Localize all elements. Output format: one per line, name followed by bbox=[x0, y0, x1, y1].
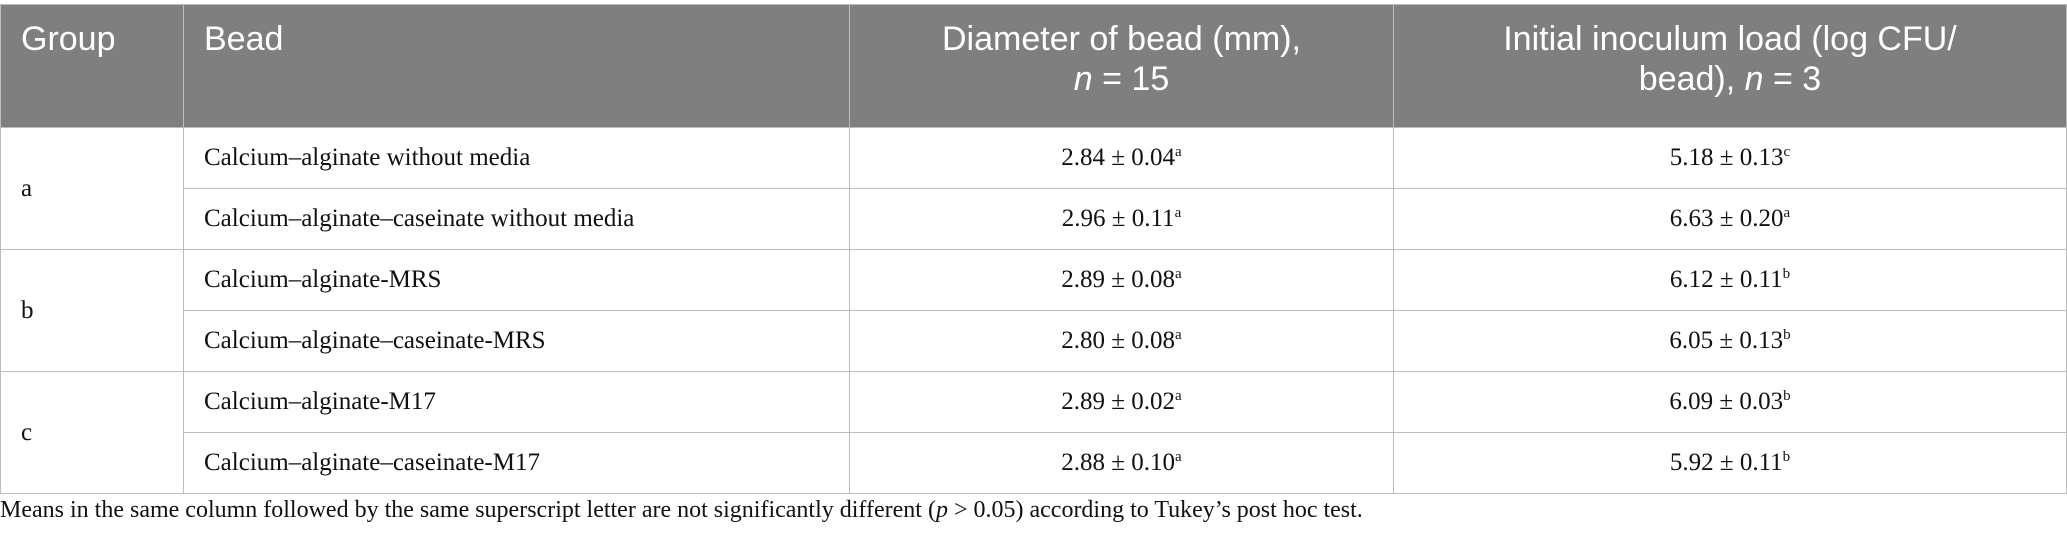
diameter-value: 2.96 ± 0.11 bbox=[1061, 205, 1175, 232]
header-text: Diameter of bead (mm), bbox=[942, 20, 1301, 58]
header-text: = 15 bbox=[1102, 60, 1170, 98]
inoculum-value: 6.12 ± 0.11 bbox=[1669, 266, 1783, 293]
bead-cell: Calcium–alginate–caseinate without media bbox=[183, 188, 850, 250]
table-row: c Calcium–alginate-M17 2.89 ± 0.02a 6.09 ± … bbox=[0, 371, 2067, 494]
table-body: a Calcium–alginate without media 2.84 ± 0.… bbox=[0, 127, 2067, 494]
footnote-text: Means in the same column followed by the… bbox=[0, 497, 936, 523]
header-italic: n bbox=[1073, 60, 1093, 98]
inoculum-cell: 6.09 ± 0.03b bbox=[1393, 371, 2067, 433]
data-table: Group Bead Diameter of bead (mm), n = 15 … bbox=[0, 4, 2067, 494]
header-cell: Initial inoculum load (log CFU/bead), n … bbox=[1393, 4, 2067, 128]
group-cell: c bbox=[0, 371, 184, 494]
inoculum-cell: 6.05 ± 0.13b bbox=[1393, 310, 2067, 372]
bead-cell: Calcium–alginate–caseinate-MRS bbox=[183, 310, 850, 372]
diameter-cell: 2.84 ± 0.04a bbox=[849, 127, 1394, 189]
table-row: Calcium–alginate–caseinate without media… bbox=[1, 188, 2067, 250]
header-text: = 3 bbox=[1773, 60, 1822, 98]
inoculum-value: 5.18 ± 0.13 bbox=[1669, 144, 1784, 171]
inoculum-superscript: a bbox=[1783, 205, 1791, 221]
diameter-value: 2.80 ± 0.08 bbox=[1061, 327, 1176, 354]
inoculum-superscript: b bbox=[1783, 327, 1791, 343]
header-italic: n bbox=[1744, 60, 1764, 98]
inoculum-value: 6.05 ± 0.13 bbox=[1669, 327, 1784, 354]
diameter-superscript: a bbox=[1175, 266, 1182, 282]
diameter-value: 2.89 ± 0.08 bbox=[1061, 266, 1176, 293]
inoculum-cell: 6.63 ± 0.20a bbox=[1393, 188, 2067, 250]
header-text: Initial inoculum load (log CFU/ bbox=[1503, 20, 1957, 58]
inoculum-superscript: c bbox=[1783, 144, 1791, 160]
table-row: Calcium–alginate–caseinate-MRS 2.80 ± 0.0… bbox=[1, 310, 2067, 372]
header-cell: Bead bbox=[183, 4, 850, 128]
inoculum-superscript: b bbox=[1782, 449, 1791, 465]
diameter-cell: 2.89 ± 0.08a bbox=[849, 249, 1394, 311]
diameter-value: 2.89 ± 0.02 bbox=[1061, 388, 1176, 415]
bead-cell: Calcium–alginate-MRS bbox=[183, 249, 850, 311]
diameter-cell: 2.89 ± 0.02a bbox=[849, 371, 1394, 433]
diameter-cell: 2.96 ± 0.11a bbox=[849, 188, 1394, 250]
inoculum-cell: 5.92 ± 0.11b bbox=[1393, 432, 2067, 494]
diameter-superscript: a bbox=[1175, 388, 1182, 404]
diameter-superscript: a bbox=[1175, 327, 1182, 343]
diameter-value: 2.88 ± 0.10 bbox=[1061, 449, 1176, 476]
inoculum-value: 6.09 ± 0.03 bbox=[1669, 388, 1784, 415]
inoculum-cell: 6.12 ± 0.11b bbox=[1393, 249, 2067, 311]
group-cell: b bbox=[0, 249, 184, 372]
inoculum-value: 5.92 ± 0.11 bbox=[1669, 449, 1783, 476]
bead-cell: Calcium–alginate-M17 bbox=[183, 371, 850, 433]
footnote-text: > 0.05) according to Tukey’s post hoc te… bbox=[953, 497, 1363, 523]
table-row: a Calcium–alginate without media 2.84 ± 0.… bbox=[0, 127, 2067, 250]
inoculum-value: 6.63 ± 0.20 bbox=[1669, 205, 1784, 232]
diameter-value: 2.84 ± 0.04 bbox=[1061, 144, 1176, 171]
table-row: b Calcium–alginate-MRS 2.89 ± 0.08a 6.12 ± … bbox=[0, 249, 2067, 372]
header-cell: Group bbox=[0, 4, 184, 128]
diameter-superscript: a bbox=[1175, 144, 1182, 160]
group-cell: a bbox=[0, 127, 184, 250]
bead-cell: Calcium–alginate without media bbox=[183, 127, 850, 189]
inoculum-cell: 5.18 ± 0.13c bbox=[1393, 127, 2067, 189]
footnote: Means in the same column followed by the… bbox=[0, 497, 1363, 524]
diameter-cell: 2.80 ± 0.08a bbox=[849, 310, 1394, 372]
diameter-superscript: a bbox=[1175, 449, 1182, 465]
table-row: Calcium–alginate–caseinate-M17 2.88 ± 0.1… bbox=[1, 432, 2067, 494]
inoculum-superscript: b bbox=[1783, 388, 1791, 404]
footnote-italic: p bbox=[935, 497, 948, 523]
inoculum-superscript: b bbox=[1782, 266, 1791, 282]
header-row: Group Bead Diameter of bead (mm), n = 15 … bbox=[0, 4, 2067, 128]
header-text: bead), bbox=[1638, 60, 1736, 98]
diameter-cell: 2.88 ± 0.10a bbox=[849, 432, 1394, 494]
header-cell: Diameter of bead (mm), n = 15 bbox=[849, 4, 1394, 128]
bead-cell: Calcium–alginate–caseinate-M17 bbox=[183, 432, 850, 494]
table-header: Group Bead Diameter of bead (mm), n = 15 … bbox=[0, 4, 2067, 128]
diameter-superscript: a bbox=[1174, 205, 1182, 221]
